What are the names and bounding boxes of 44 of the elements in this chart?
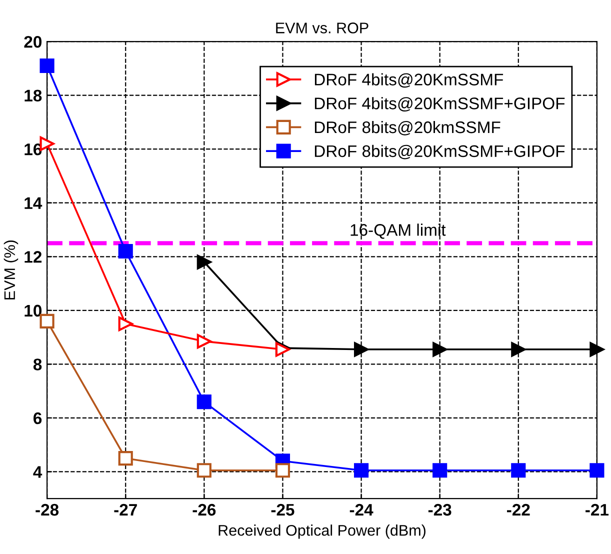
- y-tick-label: 16: [24, 143, 42, 156]
- point: [432, 463, 448, 478]
- point: [196, 463, 212, 478]
- y-tick-label: 14: [24, 197, 42, 209]
- legend-label: DRoF 4bits@20KmSSMF: [314, 73, 504, 88]
- y-tick-label: 20: [24, 36, 42, 48]
- point: [118, 450, 133, 466]
- x-tick-label: -26: [192, 504, 216, 516]
- point: [196, 334, 212, 349]
- x-tick-label: -23: [428, 504, 452, 516]
- point: [118, 244, 133, 259]
- point: [511, 342, 526, 357]
- point: [275, 463, 290, 478]
- point: [118, 316, 133, 332]
- x-tick-label: -28: [36, 504, 59, 516]
- legend-label: DRoF 8bits@20KmSSMF+GIPOF: [314, 144, 565, 160]
- y-axis-title: EVM (%): [4, 240, 18, 300]
- y-tick-label: 6: [34, 412, 42, 424]
- point: [511, 463, 526, 478]
- point: [196, 254, 212, 270]
- point: [40, 136, 54, 152]
- point: [354, 342, 369, 357]
- point: [40, 58, 54, 74]
- point: [40, 314, 54, 328]
- x-tick-label: -25: [271, 504, 294, 516]
- x-tick-label: -22: [507, 504, 530, 516]
- x-tick-label: -27: [114, 504, 137, 516]
- y-tick-label: 4: [33, 466, 42, 478]
- y-tick-label: 8: [33, 358, 42, 370]
- point: [354, 463, 369, 478]
- ref-line-label: 16-QAM limit: [350, 224, 446, 239]
- point: [432, 342, 448, 357]
- y-tick-label: 10: [24, 304, 42, 317]
- x-tick-label: -24: [350, 504, 374, 516]
- point: [590, 342, 604, 357]
- y-tick-label: 18: [24, 90, 42, 102]
- point: [590, 463, 604, 478]
- y-tick-label: 12: [24, 251, 42, 263]
- legend-label: DRoF 4bits@20KmSSMF+GIPOF: [314, 97, 565, 112]
- x-tick-label: -21: [586, 504, 609, 516]
- point: [196, 394, 212, 410]
- chart-title: EVM vs. ROP: [276, 22, 368, 34]
- x-axis-title: Received Optical Power (dBm): [218, 524, 426, 539]
- legend-label: DRoF 8bits@20kmSSMF: [314, 120, 500, 136]
